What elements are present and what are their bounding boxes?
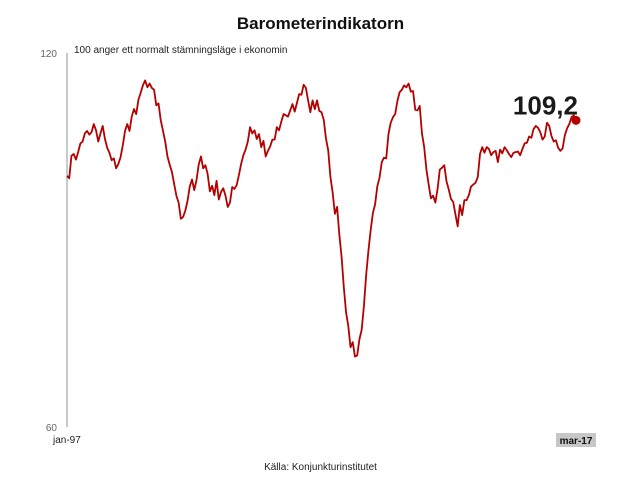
chart-source: Källa: Konjunkturinstitutet — [264, 462, 377, 473]
last-value-label: 109,2 — [513, 90, 578, 120]
chart-subtitle: 100 anger ett normalt stämningsläge i ek… — [74, 45, 288, 56]
chart-title: Barometerindikatorn — [236, 14, 405, 33]
y-tick-label-60: 60 — [46, 423, 58, 434]
x-tick-label-end: mar-17 — [560, 436, 593, 447]
last-value-marker — [571, 115, 581, 125]
barometer-series-line — [66, 79, 577, 358]
x-end-label-box — [556, 433, 596, 447]
y-tick-label-120: 120 — [40, 49, 57, 60]
x-tick-label-start: jan-97 — [52, 435, 81, 446]
